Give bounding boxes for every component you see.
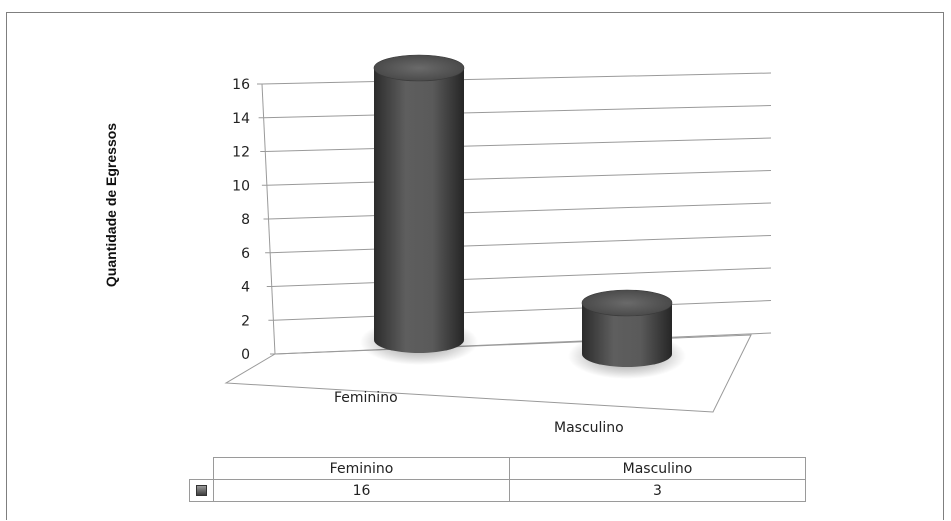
- category-label-feminino: Feminino: [334, 390, 398, 406]
- y-axis-ticks: 0 2 4 6 8 10 12 14 16: [232, 77, 275, 363]
- tick-label-12: 12: [232, 145, 250, 161]
- bar-top-feminino: [373, 54, 465, 82]
- data-table-values-row: 16 3: [189, 479, 806, 502]
- chart-bars: [360, 54, 686, 379]
- data-table: Feminino Masculino 16 3: [189, 457, 806, 502]
- gridline-10: [266, 170, 772, 186]
- gridline-12: [265, 137, 772, 152]
- bar-masculino: [582, 303, 672, 367]
- legend-key-swatch: [196, 485, 207, 496]
- gridlines: [261, 72, 772, 355]
- tick-label-8: 8: [241, 212, 250, 228]
- data-table-header-feminino: Feminino: [213, 457, 510, 480]
- chart-frame: [6, 12, 944, 520]
- legend-key: [189, 479, 214, 502]
- data-table-value-feminino: 16: [213, 479, 510, 502]
- gridline-14: [263, 105, 772, 119]
- tick-label-4: 4: [241, 280, 250, 296]
- gridline-6: [270, 235, 772, 254]
- y-axis-label: Quantidade de Egressos: [103, 123, 119, 287]
- category-label-masculino: Masculino: [554, 420, 624, 436]
- tick-label-10: 10: [232, 178, 250, 194]
- bar-top-masculino: [581, 289, 673, 317]
- tick-label-2: 2: [241, 313, 250, 329]
- gridline-16: [261, 72, 772, 85]
- gridline-4: [271, 267, 772, 287]
- tick-label-0: 0: [241, 347, 250, 363]
- gridline-2: [273, 300, 772, 321]
- data-table-value-masculino: 3: [509, 479, 806, 502]
- gridline-8: [268, 202, 772, 220]
- data-table-header-masculino: Masculino: [509, 457, 806, 480]
- tick-label-16: 16: [232, 77, 250, 93]
- bar-feminino: [374, 68, 464, 353]
- tick-label-6: 6: [241, 246, 250, 262]
- tick-label-14: 14: [232, 111, 250, 127]
- data-table-corner: [189, 457, 214, 480]
- data-table-header-row: Feminino Masculino: [189, 457, 806, 480]
